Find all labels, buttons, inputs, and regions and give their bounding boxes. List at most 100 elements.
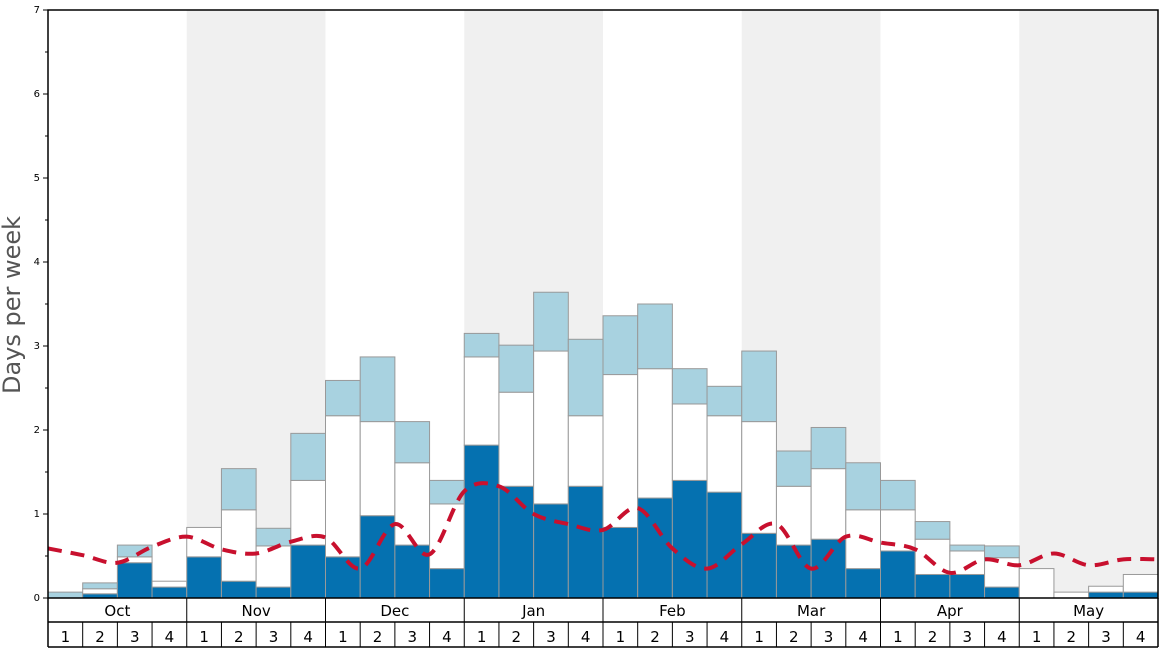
month-label: Nov bbox=[241, 602, 270, 620]
week-label: 2 bbox=[1067, 628, 1077, 646]
week-label: 4 bbox=[720, 628, 730, 646]
week-label: 2 bbox=[650, 628, 660, 646]
bar-white-segment bbox=[637, 368, 673, 499]
bar-light-segment bbox=[394, 421, 431, 464]
bar-dark-segment bbox=[498, 485, 535, 599]
bar-dark-segment bbox=[602, 526, 639, 599]
week-label: 4 bbox=[1136, 628, 1146, 646]
week-label: 3 bbox=[546, 628, 556, 646]
bar-dark-segment bbox=[671, 479, 708, 599]
bar-white-segment bbox=[463, 356, 500, 446]
bar-dark-segment bbox=[914, 573, 951, 599]
week-label: 1 bbox=[893, 628, 903, 646]
week-label: 4 bbox=[858, 628, 868, 646]
bar-white-segment bbox=[567, 415, 604, 487]
bar-white-segment bbox=[1018, 568, 1055, 599]
week-label: 3 bbox=[130, 628, 140, 646]
bar-white-segment bbox=[1122, 573, 1159, 593]
bar-dark-segment bbox=[116, 562, 153, 599]
y-axis-title: Days per week bbox=[0, 216, 26, 394]
bar-dark-segment bbox=[567, 485, 604, 599]
bar-light-segment bbox=[359, 356, 396, 423]
week-label: 2 bbox=[928, 628, 938, 646]
bar-white-segment bbox=[220, 509, 257, 582]
bar-dark-segment bbox=[984, 586, 1020, 599]
bars bbox=[47, 291, 1159, 599]
bar-white-segment bbox=[602, 374, 639, 528]
bar-dark-segment bbox=[1088, 591, 1124, 599]
axes: 0 1 2 3 4 5 6 7 Oct Nov Dec Jan Feb Mar Apr May 1 2 3 4 1 2 3 4… bbox=[34, 5, 1159, 648]
week-label: 2 bbox=[95, 628, 105, 646]
bar-light-segment bbox=[325, 379, 361, 417]
bar-dark-segment bbox=[880, 550, 916, 599]
bar-dark-segment bbox=[706, 491, 743, 599]
week-label: 2 bbox=[789, 628, 799, 646]
bar-light-segment bbox=[706, 385, 743, 417]
week-label: 4 bbox=[442, 628, 452, 646]
bar-light-segment bbox=[810, 426, 847, 470]
week-label: 1 bbox=[477, 628, 487, 646]
bar-white-segment bbox=[325, 415, 361, 558]
week-label: 3 bbox=[824, 628, 834, 646]
bar-white-segment bbox=[82, 588, 118, 595]
bar-dark-segment bbox=[359, 515, 396, 599]
bar-light-segment bbox=[845, 462, 881, 511]
bar-white-segment bbox=[151, 580, 188, 588]
bar-light-segment bbox=[290, 432, 326, 481]
week-label: 1 bbox=[199, 628, 209, 646]
month-label: Mar bbox=[797, 602, 826, 620]
y-tick-label: 0 bbox=[34, 593, 40, 604]
bar-white-segment bbox=[706, 415, 743, 493]
bar-white-segment bbox=[741, 421, 777, 534]
bar-light-segment bbox=[498, 344, 535, 393]
bar-dark-segment bbox=[220, 580, 257, 599]
bar-light-segment bbox=[637, 303, 673, 370]
month-label: Jan bbox=[521, 602, 545, 620]
bar-light-segment bbox=[567, 338, 604, 417]
week-label: 1 bbox=[754, 628, 764, 646]
y-tick-label: 7 bbox=[34, 5, 40, 16]
bar-dark-segment bbox=[325, 556, 361, 599]
bar-light-segment bbox=[463, 332, 500, 358]
bar-white-segment bbox=[255, 545, 292, 588]
bar-dark-segment bbox=[741, 532, 777, 599]
week-label: 4 bbox=[165, 628, 175, 646]
bar-light-segment bbox=[116, 544, 153, 558]
month-shade-band bbox=[1019, 10, 1158, 598]
bar-white-segment bbox=[1088, 585, 1124, 593]
y-tick-label: 4 bbox=[34, 257, 40, 268]
y-tick-label: 2 bbox=[34, 425, 40, 436]
bar-white-segment bbox=[984, 557, 1020, 588]
bar-light-segment bbox=[533, 291, 569, 352]
month-label: Oct bbox=[104, 602, 130, 620]
month-label: Apr bbox=[937, 602, 964, 620]
week-label: 4 bbox=[581, 628, 591, 646]
bar-dark-segment bbox=[1122, 591, 1159, 599]
bar-dark-segment bbox=[463, 444, 500, 599]
bar-light-segment bbox=[880, 479, 916, 511]
bar-white-segment bbox=[1053, 591, 1090, 599]
week-label: 2 bbox=[373, 628, 383, 646]
bar-white-segment bbox=[810, 468, 847, 540]
bar-light-segment bbox=[82, 582, 118, 590]
bar-white-segment bbox=[533, 350, 569, 505]
month-label: May bbox=[1073, 602, 1104, 620]
bar-dark-segment bbox=[429, 568, 465, 599]
bar-light-segment bbox=[671, 368, 708, 405]
bar-light-segment bbox=[984, 545, 1020, 559]
bar-light-segment bbox=[949, 544, 986, 552]
bar-dark-segment bbox=[845, 568, 881, 599]
week-label: 4 bbox=[997, 628, 1007, 646]
week-label: 1 bbox=[616, 628, 626, 646]
bar-white-segment bbox=[394, 462, 431, 546]
bar-dark-segment bbox=[949, 573, 986, 599]
y-tick-label: 3 bbox=[34, 341, 40, 352]
bar-white-segment bbox=[914, 538, 951, 575]
y-tick-label: 1 bbox=[34, 509, 40, 520]
week-label: 3 bbox=[269, 628, 279, 646]
week-label: 4 bbox=[303, 628, 313, 646]
bar-white-segment bbox=[429, 503, 465, 570]
bar-light-segment bbox=[775, 450, 812, 487]
week-label: 2 bbox=[512, 628, 522, 646]
